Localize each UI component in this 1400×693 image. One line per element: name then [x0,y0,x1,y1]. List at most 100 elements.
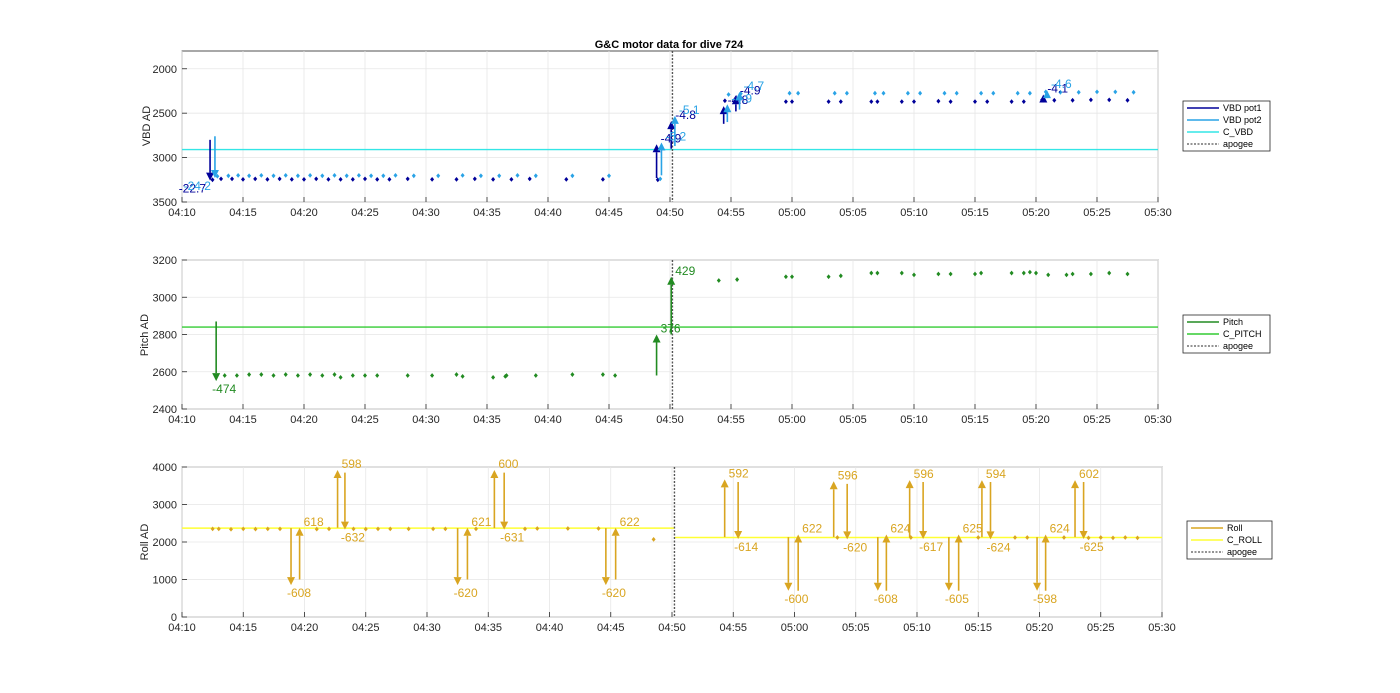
data-point [375,176,380,182]
y-tick-label: 3000 [153,500,177,512]
legend-box [1182,100,1271,152]
data-point [236,172,241,178]
data-point [271,173,276,179]
data-point [219,176,224,182]
move-label: -474 [212,382,236,396]
legend-label: apogee [1223,139,1253,149]
data-point [283,172,288,178]
data-point [1070,271,1075,277]
move-arrow-head [1042,90,1051,99]
legend-label: apogee [1223,341,1253,351]
move-arrow-head [1033,582,1042,591]
x-tick-label: 04:25 [351,207,379,219]
x-tick-label: 04:30 [412,207,440,219]
move-arrow-head [206,172,215,181]
move-label: -625 [1080,540,1104,554]
x-tick-label: 05:10 [900,414,928,426]
vbd-y-axis-label: VBD AD [141,106,153,146]
move-label: -620 [602,586,626,600]
data-point [363,373,367,378]
y-tick-label: 2400 [153,404,177,416]
move-label: 594 [986,467,1006,481]
data-point [253,176,258,182]
move-label: -5.1 [679,103,700,117]
data-point [912,99,916,105]
data-point [411,173,416,179]
data-point [790,99,794,105]
x-tick-label: 04:35 [474,622,502,634]
move-arrow-head [652,334,661,343]
x-tick-label: 05:05 [839,414,867,426]
data-point [454,372,459,377]
move-arrow-head [905,480,914,489]
data-point [838,99,843,105]
data-point [320,373,325,378]
move-arrow-head [463,527,472,536]
data-point [436,173,441,179]
data-point [905,90,910,96]
data-point [338,176,343,182]
x-tick-label: 04:40 [536,622,564,634]
move-arrow-head [723,104,732,113]
vbd-y-ticks: 2000 2500 3000 3500 [153,64,187,209]
y-tick-label: 0 [171,612,177,624]
legend-label: Roll [1227,523,1243,533]
data-point [388,526,393,532]
move-arrow-head [670,115,679,124]
data-point [369,173,374,179]
data-point [832,90,837,96]
data-point [210,177,215,183]
move-arrow-head [919,531,928,539]
data-point [1095,89,1099,95]
y-tick-label: 3000 [153,292,177,304]
data-point [936,98,941,104]
data-point [1086,535,1091,541]
data-point [783,274,788,280]
data-point [976,535,981,540]
move-label: -620 [843,540,867,554]
move-arrow-head [735,91,744,100]
roll-panel: 04:10 04:15 04:20 04:25 04:30 04:35 04:40 04:45… [139,457,1273,634]
move-arrow-head [873,582,882,591]
move-label: -605 [945,592,969,606]
pitch-y-ticks: 2400 2600 2800 3000 3200 [153,255,187,416]
x-tick-label: 05:25 [1083,207,1111,219]
move-arrow-head [601,577,610,586]
data-point [472,176,477,182]
move-arrow-head [954,534,963,543]
data-point [796,90,801,96]
data-point [613,373,618,378]
roll-y-axis-label: Roll AD [139,524,151,561]
data-point [515,172,520,178]
data-point [265,526,270,532]
data-point [1111,535,1115,541]
data-point [1113,89,1118,95]
data-point [1021,99,1026,105]
move-label: -4.1 [1047,82,1068,96]
move-label: -4.7 [744,79,765,93]
data-point [954,90,959,96]
data-point [1025,535,1030,540]
x-tick-label: 04:10 [168,622,196,634]
data-point [1027,90,1032,96]
x-tick-label: 04:50 [656,207,684,219]
x-tick-label: 04:50 [658,622,686,634]
move-label: 621 [471,515,491,529]
data-point [491,176,496,182]
x-tick-label: 04:40 [534,207,562,219]
data-point [1052,97,1057,103]
x-tick-label: 05:00 [778,207,806,219]
data-point [1062,535,1066,540]
x-tick-label: 05:10 [903,622,931,634]
data-point [523,526,527,532]
data-point [314,526,319,532]
data-point [1070,97,1075,103]
move-label: -632 [341,531,365,545]
data-point [222,373,227,378]
x-tick-label: 04:15 [229,207,257,219]
data-point [936,271,941,277]
x-tick-label: 05:00 [778,414,806,426]
data-point [1064,272,1069,278]
roll-x-ticks: 04:10 04:15 04:20 04:25 04:30 04:35 04:40 04:45… [168,612,1176,634]
